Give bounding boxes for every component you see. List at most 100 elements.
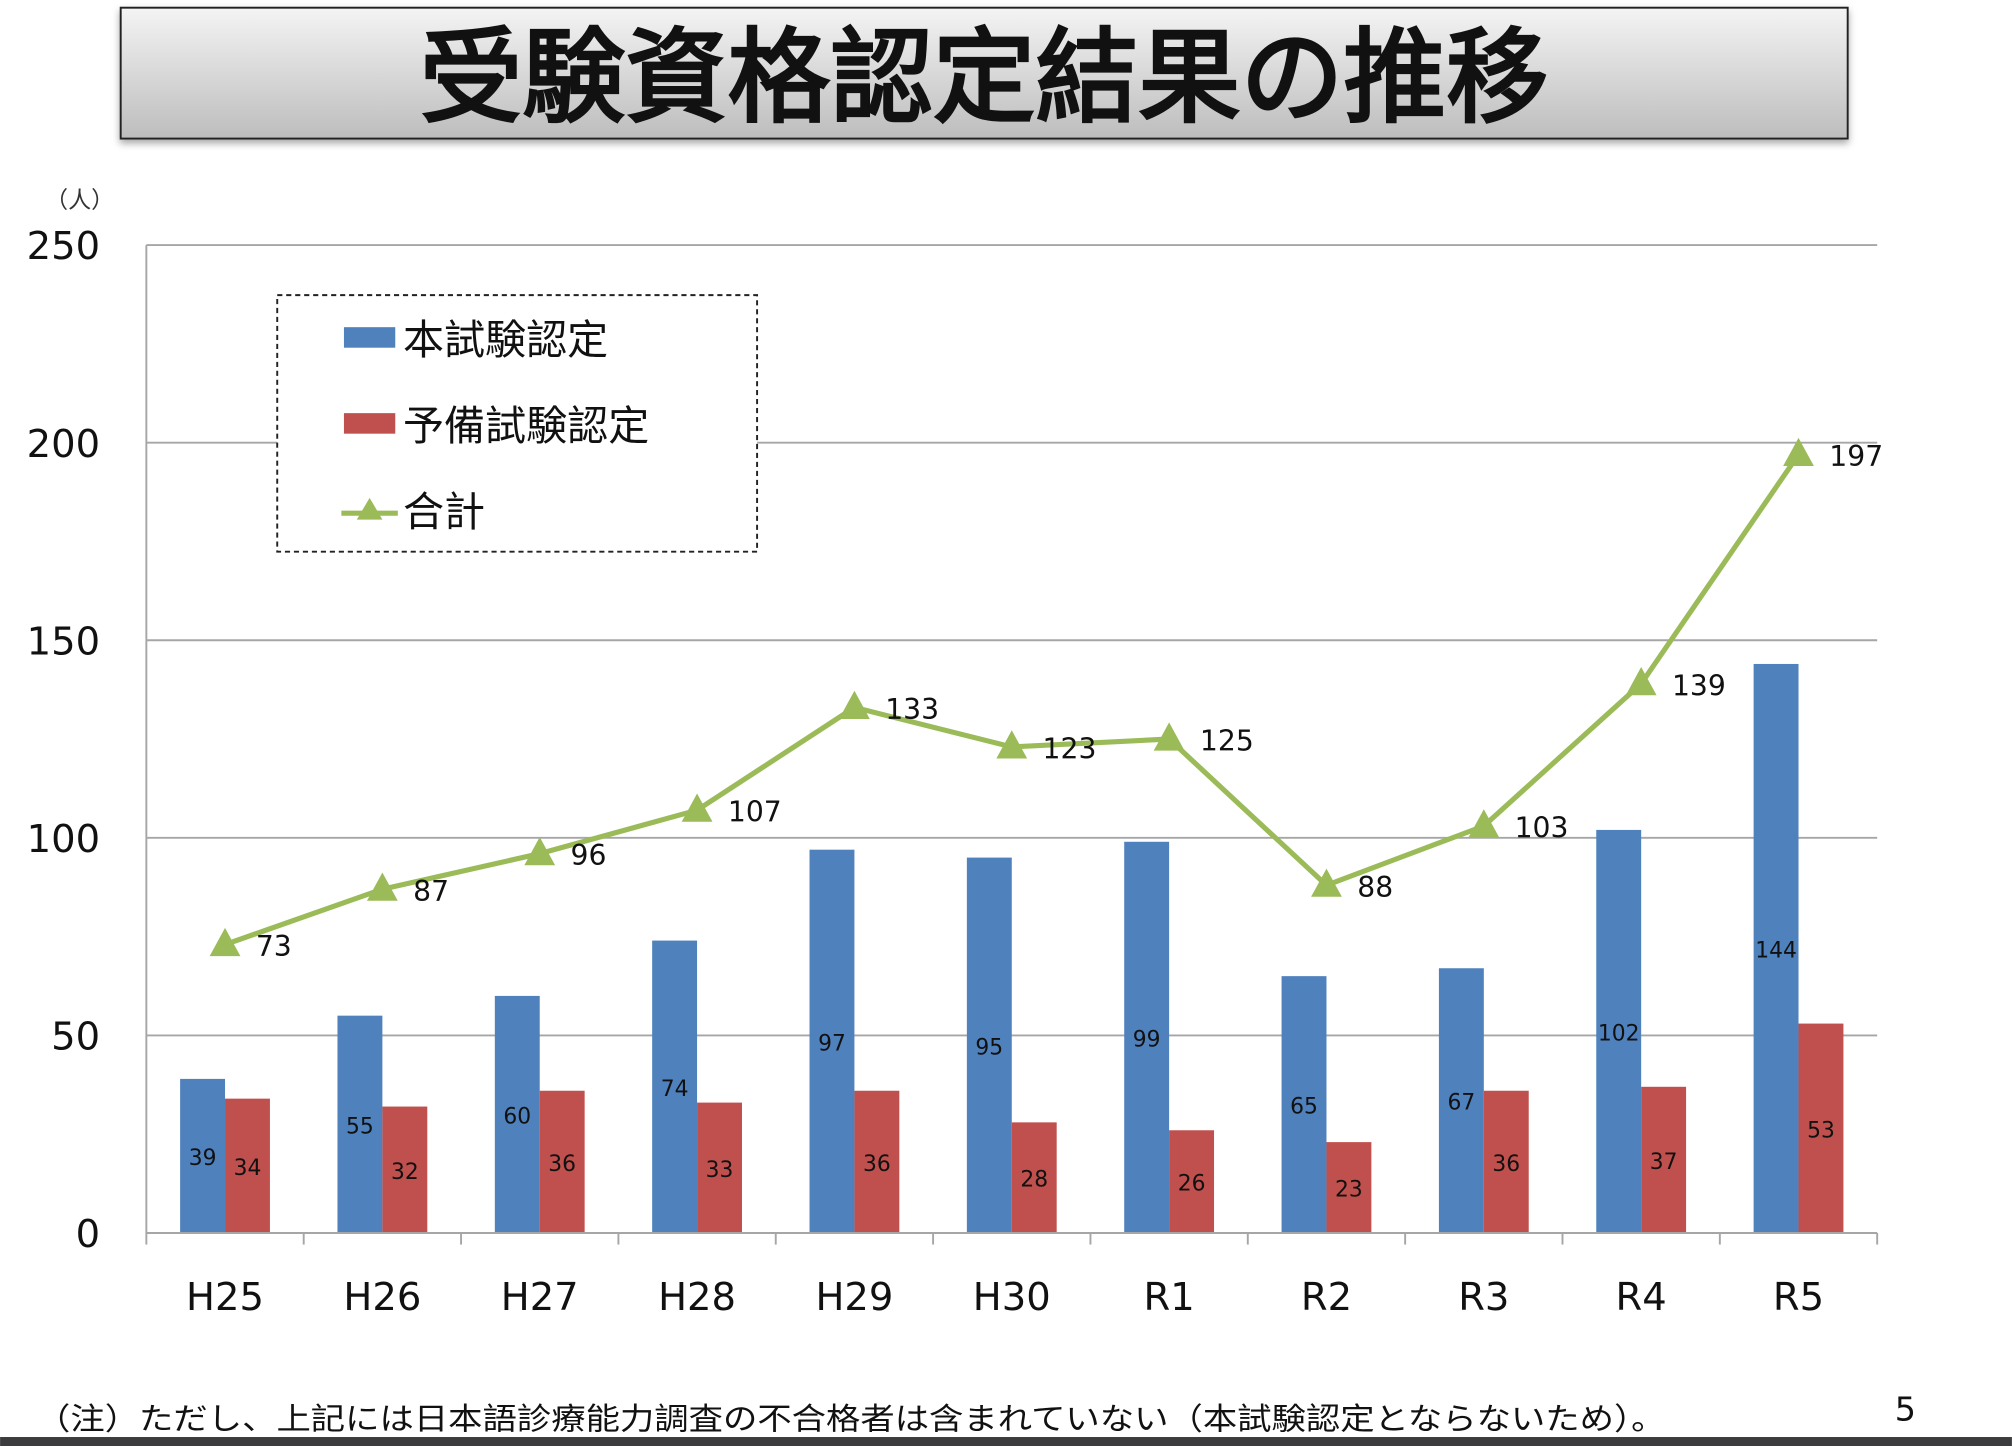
data-label-main: 99: [1133, 1027, 1161, 1052]
x-tick-label: H27: [501, 1275, 579, 1320]
y-tick-label: 0: [76, 1212, 101, 1257]
data-label-total: 139: [1672, 669, 1726, 702]
bar-prelim-R1: [1169, 1130, 1215, 1234]
legend-swatch-main: [343, 327, 396, 348]
legend: 本試験認定 予備試験認定 合計: [276, 294, 759, 553]
y-axis-unit: （人）: [45, 188, 114, 214]
x-tick-label: R5: [1773, 1275, 1824, 1320]
bar-main-R5: [1753, 663, 1799, 1234]
total-marker-H29: [839, 690, 870, 719]
total-line: 73 87 96 107 133 123 125 88 103 139 197: [209, 437, 1883, 963]
bar-prelim-R4: [1641, 1086, 1687, 1234]
data-label-total: 87: [413, 875, 449, 908]
bar-prelim-H28: [697, 1102, 742, 1234]
total-marker-H26: [366, 872, 398, 901]
data-label-total: 73: [256, 930, 292, 963]
bar-prelim-H30: [1011, 1122, 1057, 1234]
legend-swatch-prelim: [343, 413, 396, 434]
x-tick-label: H28: [658, 1275, 736, 1320]
legend-label-total: 合計: [403, 488, 485, 536]
y-axis: 0 50 100 150 200 250: [27, 224, 148, 1257]
data-label-total: 107: [728, 796, 782, 829]
data-label-prelim: 28: [1020, 1168, 1048, 1193]
data-label-prelim: 37: [1650, 1150, 1678, 1175]
data-label-prelim: 34: [234, 1156, 262, 1181]
page-number: 5: [1895, 1389, 1916, 1428]
data-label-main: 60: [503, 1104, 531, 1129]
data-label-main: 39: [189, 1146, 217, 1171]
total-marker-R1: [1153, 722, 1185, 751]
bar-prelim-H26: [382, 1106, 428, 1234]
y-tick-label: 250: [27, 224, 100, 269]
total-marker-H27: [524, 836, 556, 866]
data-label-main: 67: [1447, 1091, 1475, 1116]
data-label-total: 88: [1357, 871, 1393, 904]
x-axis: H25 H26 H27 H28 H29 H30 R1 R2 R3 R4 R5: [145, 1232, 1879, 1320]
bar-prelim-R5: [1798, 1023, 1844, 1234]
x-tick-label: R1: [1144, 1275, 1195, 1320]
data-label-total: 123: [1043, 732, 1097, 765]
total-marker-H25: [209, 927, 241, 957]
data-label-prelim: 26: [1178, 1172, 1206, 1197]
y-tick-label: 150: [27, 619, 100, 664]
x-tick-label: H30: [973, 1275, 1051, 1320]
bar-main-H28: [652, 940, 698, 1234]
footnote: （注）ただし、上記には日本語診療能力調査の不合格者は含まれていない（本試験認定と…: [36, 1401, 1665, 1437]
data-label-prelim: 23: [1335, 1178, 1363, 1203]
bar-prelim-R2: [1326, 1142, 1372, 1234]
bar-main-H30: [966, 857, 1012, 1234]
title-banner: 受験資格認定結果の推移: [119, 6, 1849, 140]
total-marker-R2: [1311, 868, 1342, 897]
x-tick-label: H25: [186, 1275, 264, 1320]
data-label-main: 95: [975, 1035, 1003, 1060]
y-tick-label: 50: [51, 1015, 100, 1060]
data-label-main: 65: [1290, 1095, 1318, 1120]
data-label-prelim: 32: [391, 1160, 419, 1185]
data-label-main: 144: [1755, 938, 1797, 963]
data-label-total: 103: [1515, 812, 1569, 845]
x-tick-label: R2: [1301, 1275, 1352, 1320]
bars: 39 34 55 32 60 36 74 33 97 36 95 28 99 26 65 23 67 36 102 3…: [180, 663, 1844, 1234]
x-tick-label: R3: [1458, 1275, 1509, 1320]
total-marker-H28: [681, 793, 713, 822]
bar-main-R3: [1438, 968, 1484, 1234]
data-label-total: 96: [571, 839, 607, 872]
bottom-bar: [0, 1437, 2012, 1446]
total-marker-R4: [1625, 667, 1657, 696]
x-tick-label: H26: [343, 1275, 421, 1320]
data-label-total: 125: [1200, 725, 1254, 758]
bar-main-H29: [809, 849, 855, 1234]
data-label-total: 133: [885, 693, 939, 726]
data-label-main: 97: [818, 1031, 846, 1056]
data-label-prelim: 36: [548, 1152, 576, 1177]
data-label-main: 74: [661, 1077, 689, 1102]
data-label-total: 197: [1829, 440, 1883, 473]
y-tick-label: 200: [27, 422, 100, 467]
data-label-main: 102: [1598, 1021, 1640, 1046]
bar-main-H27: [494, 995, 540, 1234]
legend-marker-total: [356, 497, 383, 520]
y-tick-label: 100: [27, 817, 100, 862]
total-marker-R3: [1468, 809, 1500, 838]
bar-main-R2: [1281, 976, 1327, 1234]
data-label-prelim: 36: [863, 1152, 891, 1177]
data-label-main: 55: [346, 1114, 374, 1139]
bar-prelim-R3: [1483, 1090, 1529, 1234]
total-marker-H30: [996, 730, 1028, 759]
slide-title: 受験資格認定結果の推移: [420, 19, 1549, 138]
bar-prelim-H25: [225, 1098, 270, 1234]
bar-main-H26: [337, 1015, 383, 1234]
bar-prelim-H29: [854, 1090, 900, 1234]
bar-main-R1: [1124, 841, 1170, 1234]
legend-label-main: 本試験認定: [403, 316, 608, 364]
legend-label-prelim: 予備試験認定: [403, 402, 649, 450]
data-label-prelim: 33: [706, 1158, 734, 1183]
bar-main-H25: [180, 1078, 226, 1234]
data-label-prelim: 36: [1492, 1152, 1520, 1177]
data-label-prelim: 53: [1807, 1118, 1835, 1143]
total-marker-R5: [1783, 437, 1814, 467]
x-tick-label: R4: [1616, 1275, 1667, 1320]
bar-main-R4: [1596, 829, 1642, 1234]
bar-prelim-H27: [539, 1090, 585, 1234]
